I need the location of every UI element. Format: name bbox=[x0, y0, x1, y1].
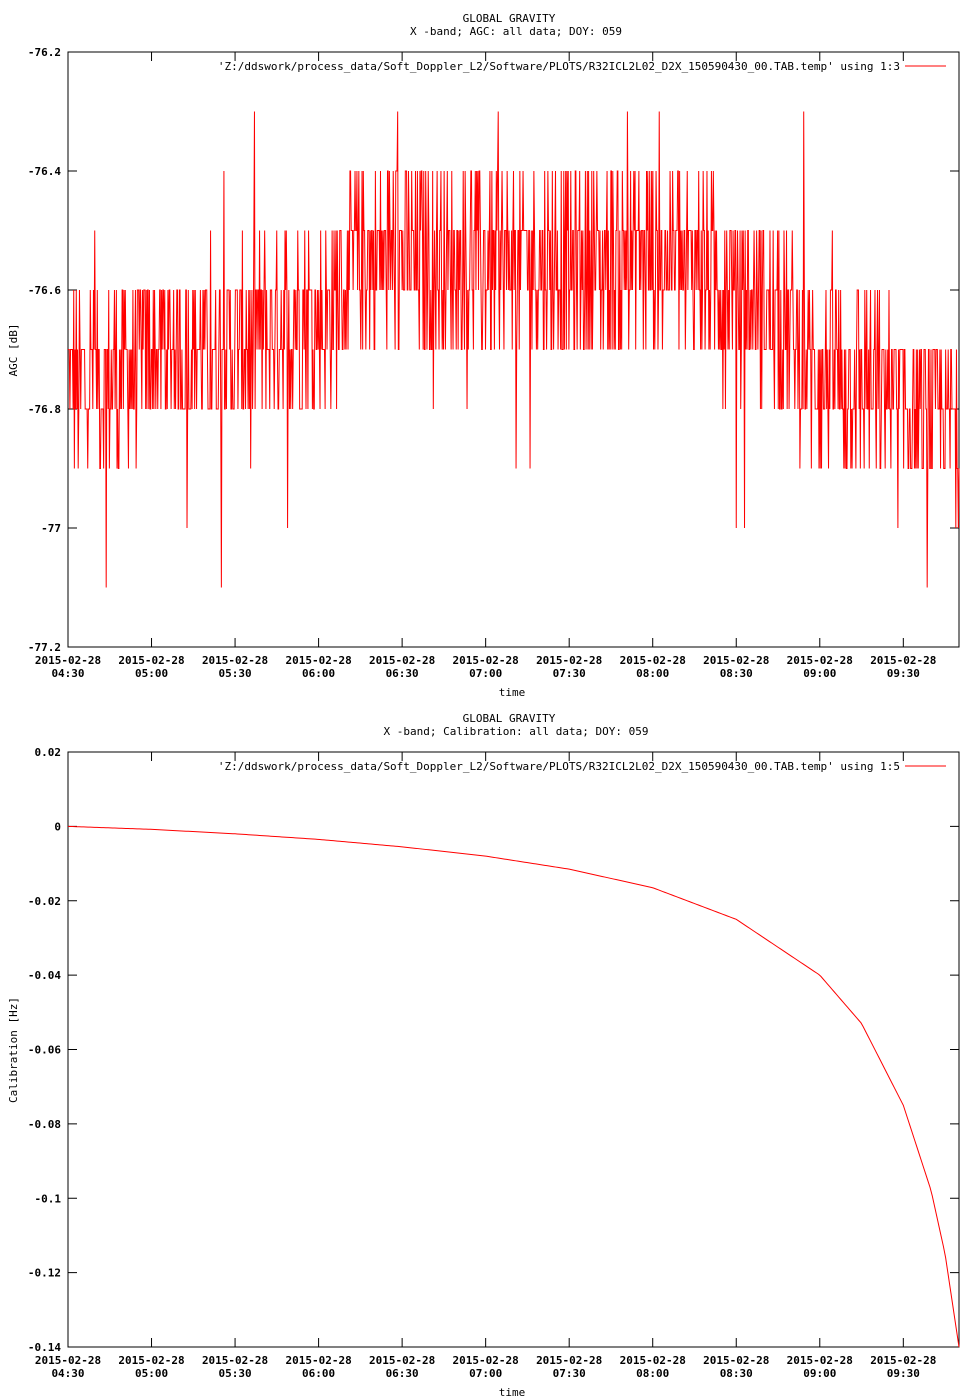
y-tick-label: 0 bbox=[54, 820, 61, 833]
x-tick-time: 04:30 bbox=[51, 667, 84, 680]
calibration-x-axis: 2015-02-2804:302015-02-2805:002015-02-28… bbox=[35, 752, 936, 1380]
x-tick-date: 2015-02-28 bbox=[35, 654, 101, 667]
y-tick-label: -0.12 bbox=[28, 1267, 61, 1280]
x-tick-date: 2015-02-28 bbox=[620, 654, 686, 667]
x-tick-time: 08:30 bbox=[720, 1367, 753, 1380]
x-tick-date: 2015-02-28 bbox=[453, 654, 519, 667]
y-tick-label: 0.02 bbox=[35, 746, 62, 759]
calibration-chart-subtitle: X -band; Calibration: all data; DOY: 059 bbox=[384, 725, 649, 738]
x-tick-date: 2015-02-28 bbox=[369, 1354, 435, 1367]
x-tick-time: 06:30 bbox=[386, 1367, 419, 1380]
agc-x-axis-label: time bbox=[499, 686, 526, 699]
x-tick-time: 06:00 bbox=[302, 667, 335, 680]
agc-x-axis: 2015-02-2804:302015-02-2805:002015-02-28… bbox=[35, 52, 936, 680]
calibration-series-line bbox=[67, 825, 960, 1348]
x-tick-time: 06:00 bbox=[302, 1367, 335, 1380]
x-tick-date: 2015-02-28 bbox=[369, 654, 435, 667]
x-tick-date: 2015-02-28 bbox=[787, 1354, 853, 1367]
x-tick-time: 09:30 bbox=[887, 667, 920, 680]
y-tick-label: -77 bbox=[41, 522, 61, 535]
x-tick-date: 2015-02-28 bbox=[787, 654, 853, 667]
calibration-plot-frame bbox=[67, 751, 960, 1348]
x-tick-date: 2015-02-28 bbox=[536, 1354, 602, 1367]
y-tick-label: -77.2 bbox=[28, 641, 61, 654]
x-tick-date: 2015-02-28 bbox=[620, 1354, 686, 1367]
x-tick-time: 09:00 bbox=[803, 1367, 836, 1380]
x-tick-date: 2015-02-28 bbox=[118, 1354, 184, 1367]
x-tick-time: 05:00 bbox=[135, 667, 168, 680]
agc-chart: GLOBAL GRAVITY X -band; AGC: all data; D… bbox=[7, 12, 960, 699]
calibration-x-axis-label: time bbox=[499, 1386, 526, 1399]
x-tick-date: 2015-02-28 bbox=[870, 1354, 936, 1367]
x-tick-date: 2015-02-28 bbox=[118, 654, 184, 667]
x-tick-time: 09:30 bbox=[887, 1367, 920, 1380]
y-tick-label: -76.6 bbox=[28, 284, 61, 297]
y-tick-label: -0.14 bbox=[28, 1341, 61, 1354]
agc-legend-label: 'Z:/ddswork/process_data/Soft_Doppler_L2… bbox=[218, 60, 900, 73]
x-tick-date: 2015-02-28 bbox=[202, 654, 268, 667]
agc-chart-subtitle: X -band; AGC: all data; DOY: 059 bbox=[410, 25, 622, 38]
calibration-chart-title: GLOBAL GRAVITY bbox=[463, 712, 556, 725]
agc-series-line bbox=[68, 111, 960, 588]
x-tick-time: 05:00 bbox=[135, 1367, 168, 1380]
y-tick-label: -0.02 bbox=[28, 895, 61, 908]
y-tick-label: -76.2 bbox=[28, 46, 61, 59]
x-tick-date: 2015-02-28 bbox=[285, 1354, 351, 1367]
x-tick-date: 2015-02-28 bbox=[453, 1354, 519, 1367]
agc-y-axis-label: AGC [dB] bbox=[7, 324, 20, 377]
y-tick-label: -0.1 bbox=[35, 1192, 62, 1205]
x-tick-date: 2015-02-28 bbox=[202, 1354, 268, 1367]
x-tick-time: 05:30 bbox=[219, 667, 252, 680]
x-tick-time: 07:30 bbox=[553, 667, 586, 680]
y-tick-label: -76.8 bbox=[28, 403, 61, 416]
calibration-legend-label: 'Z:/ddswork/process_data/Soft_Doppler_L2… bbox=[218, 760, 900, 773]
agc-chart-title: GLOBAL GRAVITY bbox=[463, 12, 556, 25]
x-tick-time: 07:00 bbox=[469, 667, 502, 680]
y-tick-label: -76.4 bbox=[28, 165, 61, 178]
x-tick-date: 2015-02-28 bbox=[35, 1354, 101, 1367]
x-tick-date: 2015-02-28 bbox=[703, 654, 769, 667]
x-tick-date: 2015-02-28 bbox=[870, 654, 936, 667]
x-tick-time: 09:00 bbox=[803, 667, 836, 680]
x-tick-date: 2015-02-28 bbox=[285, 654, 351, 667]
x-tick-time: 04:30 bbox=[51, 1367, 84, 1380]
calibration-y-axis: 0.02 0 -0.02 -0.04 -0.06 -0.08 -0.1 -0.12 -0.14 bbox=[28, 746, 959, 1354]
y-tick-label: -0.08 bbox=[28, 1118, 61, 1131]
x-tick-date: 2015-02-28 bbox=[536, 654, 602, 667]
x-tick-time: 05:30 bbox=[219, 1367, 252, 1380]
calibration-chart: GLOBAL GRAVITY X -band; Calibration: all… bbox=[7, 712, 960, 1399]
x-tick-time: 08:00 bbox=[636, 1367, 669, 1380]
x-tick-time: 07:00 bbox=[469, 1367, 502, 1380]
x-tick-time: 07:30 bbox=[553, 1367, 586, 1380]
calibration-y-axis-label: Calibration [Hz] bbox=[7, 997, 20, 1103]
x-tick-time: 06:30 bbox=[386, 667, 419, 680]
y-tick-label: -0.04 bbox=[28, 969, 61, 982]
x-tick-time: 08:30 bbox=[720, 667, 753, 680]
x-tick-time: 08:00 bbox=[636, 667, 669, 680]
x-tick-date: 2015-02-28 bbox=[703, 1354, 769, 1367]
y-tick-label: -0.06 bbox=[28, 1044, 61, 1057]
